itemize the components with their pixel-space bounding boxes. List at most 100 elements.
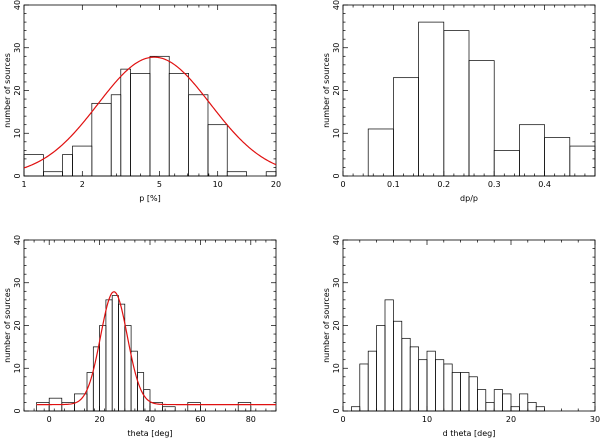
- panel-dp-hist: 0 10 20 30 40 0 0.1 0.2 0.3 0.4 dp/p number of sour…: [322, 0, 596, 203]
- x-tick-label: 20: [506, 415, 516, 424]
- x-axis-label: theta [deg]: [127, 429, 172, 438]
- x-tick-label: 20: [95, 415, 105, 424]
- histogram-bar: [91, 102, 112, 177]
- x-tick-label: 2: [80, 180, 85, 189]
- x-tick-label: 30: [590, 415, 600, 424]
- histogram-bar: [569, 145, 596, 177]
- x-axis-label: dp/p: [460, 194, 478, 203]
- histogram-bar: [510, 406, 520, 412]
- y-axis-label: number of sources: [322, 53, 331, 128]
- y-tick-label: 40: [332, 235, 341, 245]
- x-tick-label: 1: [21, 180, 26, 189]
- histogram-bar: [367, 128, 394, 177]
- histogram-bar: [468, 60, 495, 177]
- x-tick-label: 40: [145, 415, 155, 424]
- histogram-bar: [401, 337, 411, 412]
- y-tick-label: 10: [332, 128, 341, 138]
- x-tick-label: 10: [213, 180, 223, 189]
- histogram-bar: [468, 376, 478, 412]
- y-tick-label: 20: [332, 85, 341, 95]
- histogram-bar: [519, 393, 529, 412]
- x-tick-label: 10: [422, 415, 432, 424]
- histogram-bar: [502, 393, 512, 412]
- histogram-bar: [62, 154, 73, 177]
- histogram-bar: [110, 94, 122, 177]
- histogram-bar: [105, 299, 113, 412]
- x-tick-label: 0.2: [437, 180, 450, 189]
- y-tick-label: 40: [13, 0, 22, 10]
- y-tick-label: 30: [13, 278, 22, 288]
- histogram-bar: [460, 372, 470, 412]
- y-tick-label: 40: [13, 235, 22, 245]
- y-tick-label: 10: [13, 128, 22, 138]
- histogram-bar: [226, 171, 247, 177]
- histogram-bar: [86, 372, 94, 412]
- panel-theta-hist: 0 10 20 30 40 0 20 40 60 80 theta [deg] number of s…: [3, 235, 277, 438]
- x-tick-label: 0.4: [538, 180, 551, 189]
- fit-curve: [36, 291, 276, 406]
- histogram-bar: [477, 389, 487, 412]
- histogram-bar: [149, 55, 170, 177]
- histogram-bar: [535, 406, 545, 412]
- x-tick-label: 0: [47, 415, 52, 424]
- y-tick-label: 20: [332, 320, 341, 330]
- histogram-bar: [393, 320, 403, 412]
- histogram-bar: [443, 30, 470, 177]
- y-axis-label: number of sources: [3, 288, 12, 363]
- y-tick-label: 20: [13, 320, 22, 330]
- histogram-bar: [207, 124, 228, 177]
- histogram-bar: [130, 73, 151, 177]
- histogram-bar: [426, 350, 436, 412]
- x-tick-label: 20: [271, 180, 281, 189]
- x-tick-label: 0: [340, 180, 345, 189]
- y-tick-label: 0: [13, 408, 22, 413]
- histogram-bar: [237, 402, 252, 412]
- panel-dtheta-hist: 0 10 20 30 40 0 10 20 30 d theta [deg] number of s…: [322, 235, 600, 438]
- y-tick-label: 10: [13, 363, 22, 373]
- histogram-bar: [137, 372, 145, 412]
- histogram-bar: [168, 73, 189, 177]
- histogram-bar: [493, 389, 503, 412]
- histogram-bar: [393, 77, 419, 177]
- histogram-bar: [143, 389, 151, 412]
- histogram-bar: [43, 171, 63, 177]
- y-tick-label: 30: [13, 43, 22, 53]
- histogram-bar: [111, 295, 119, 412]
- histogram-bar: [527, 402, 537, 412]
- histogram-bar: [418, 359, 428, 412]
- histogram-bar: [120, 68, 131, 177]
- x-tick-label: 5: [157, 180, 162, 189]
- x-tick-label: 0.1: [387, 180, 400, 189]
- x-axis-label: p [%]: [139, 194, 160, 203]
- histogram-bar: [384, 299, 394, 412]
- histogram-bar: [544, 137, 571, 177]
- panel-p-hist: 0 10 20 30 40 1 2 5 10 20 p [%] number of sources: [3, 0, 281, 203]
- histogram-bar: [418, 21, 445, 177]
- histogram-bar: [265, 171, 277, 177]
- y-axis-label: number of sources: [322, 288, 331, 363]
- fit-curve: [23, 56, 277, 169]
- y-tick-label: 30: [332, 278, 341, 288]
- histogram-bar: [359, 363, 369, 412]
- histogram-bar: [36, 402, 50, 412]
- x-tick-label: 0.3: [488, 180, 501, 189]
- histogram-bar: [188, 94, 209, 177]
- y-tick-label: 0: [332, 408, 341, 413]
- histogram-bar: [376, 325, 386, 412]
- histogram-bar: [162, 406, 176, 412]
- y-tick-label: 0: [332, 173, 341, 178]
- histogram-bar: [367, 350, 377, 412]
- x-axis-label: d theta [deg]: [443, 429, 496, 438]
- histogram-bar: [435, 359, 445, 412]
- histogram-bar: [351, 406, 361, 412]
- histogram-bar: [187, 402, 201, 412]
- histogram-bar: [409, 346, 419, 412]
- histogram-bar: [23, 154, 44, 177]
- y-tick-label: 10: [332, 363, 341, 373]
- x-tick-label: 0: [340, 415, 345, 424]
- y-tick-label: 0: [13, 173, 22, 178]
- y-tick-label: 30: [332, 43, 341, 53]
- histogram-bar: [451, 372, 461, 412]
- histogram-bar: [493, 150, 520, 177]
